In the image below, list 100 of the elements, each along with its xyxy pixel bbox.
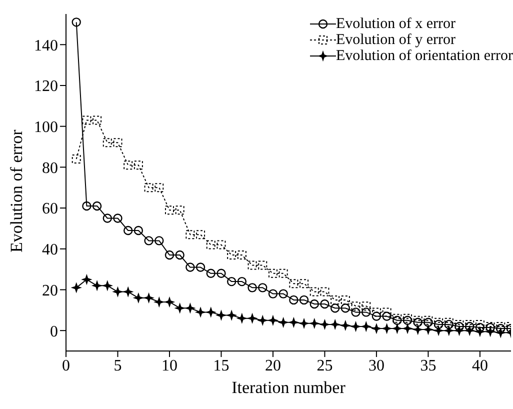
- point: [154, 183, 164, 192]
- point: [382, 324, 392, 334]
- point: [92, 116, 102, 125]
- point: [444, 320, 454, 330]
- point: [113, 287, 122, 296]
- point: [144, 183, 154, 192]
- point: [196, 308, 206, 317]
- point: [424, 318, 433, 328]
- point: [134, 160, 143, 170]
- point: [164, 206, 174, 215]
- point: [392, 314, 402, 323]
- point: [268, 316, 278, 325]
- point: [102, 214, 112, 223]
- point: [268, 268, 278, 278]
- point: [278, 289, 288, 298]
- point: [382, 308, 392, 317]
- point: [134, 226, 144, 236]
- point: [226, 276, 236, 286]
- point: [454, 326, 464, 336]
- point: [320, 287, 330, 296]
- point: [216, 240, 226, 250]
- point: [154, 297, 164, 306]
- point: [196, 262, 206, 272]
- point: [424, 316, 433, 325]
- point: [486, 327, 495, 336]
- y-tick-label: 40: [42, 242, 58, 259]
- point: [362, 308, 371, 317]
- legend-label: Evolution of y error: [336, 32, 456, 48]
- point: [496, 328, 506, 338]
- point: [454, 322, 464, 332]
- point: [320, 299, 330, 309]
- point: [413, 316, 422, 325]
- x-tick-label: 25: [316, 357, 333, 374]
- point: [351, 302, 360, 311]
- y-tick-label: 80: [42, 160, 58, 177]
- x-tick-label: 10: [161, 357, 178, 374]
- point: [434, 320, 444, 330]
- point: [248, 260, 257, 270]
- x-tick-label: 30: [368, 357, 384, 374]
- point: [278, 268, 288, 278]
- point: [186, 304, 195, 313]
- point: [102, 138, 112, 148]
- point: [82, 116, 92, 125]
- y-tick-label: 140: [34, 37, 58, 54]
- legend-label: Evolution of x error: [336, 16, 456, 32]
- point: [134, 293, 143, 302]
- point: [216, 268, 226, 278]
- point: [196, 230, 206, 240]
- point: [164, 250, 174, 260]
- point: [144, 293, 154, 302]
- point: [237, 276, 247, 286]
- point: [465, 326, 474, 336]
- x-tick-label: 35: [420, 357, 436, 374]
- point: [175, 304, 184, 313]
- y-axis-title: Evolution of error: [7, 129, 26, 252]
- point: [330, 320, 340, 329]
- point: [206, 240, 216, 250]
- point: [434, 326, 444, 336]
- point: [402, 316, 412, 325]
- y-tick-label: 0: [50, 323, 58, 340]
- point: [310, 318, 319, 328]
- point: [320, 320, 330, 329]
- point: [330, 304, 340, 313]
- y-tick-label: 20: [42, 282, 58, 300]
- point: [444, 326, 454, 336]
- point: [113, 138, 122, 148]
- point: [289, 279, 298, 288]
- point: [237, 314, 246, 323]
- point: [102, 281, 112, 290]
- legend-label: Evolution of orientation error: [336, 48, 513, 64]
- x-tick-label: 40: [472, 357, 488, 374]
- point: [144, 236, 154, 246]
- point: [175, 206, 184, 215]
- point: [310, 287, 319, 296]
- point: [216, 310, 226, 320]
- point: [258, 316, 268, 325]
- point: [123, 226, 133, 236]
- point: [186, 230, 195, 240]
- point: [82, 201, 92, 211]
- point: [113, 214, 122, 223]
- point: [300, 318, 309, 328]
- point: [248, 283, 257, 292]
- point: [465, 322, 474, 332]
- point: [72, 283, 81, 292]
- point: [248, 314, 257, 323]
- point: [289, 295, 298, 305]
- y-tick-label: 60: [42, 200, 58, 218]
- y-tick-label: 100: [34, 119, 58, 136]
- point: [154, 236, 164, 246]
- point: [351, 308, 360, 317]
- x-tick-label: 0: [62, 357, 70, 374]
- point: [340, 320, 350, 330]
- point: [362, 322, 371, 331]
- point: [92, 201, 102, 211]
- point: [475, 322, 485, 332]
- point: [444, 318, 454, 327]
- x-tick-label: 20: [264, 357, 281, 374]
- point: [206, 308, 216, 317]
- x-axis-title: Iteration number: [232, 378, 346, 397]
- point: [300, 279, 309, 288]
